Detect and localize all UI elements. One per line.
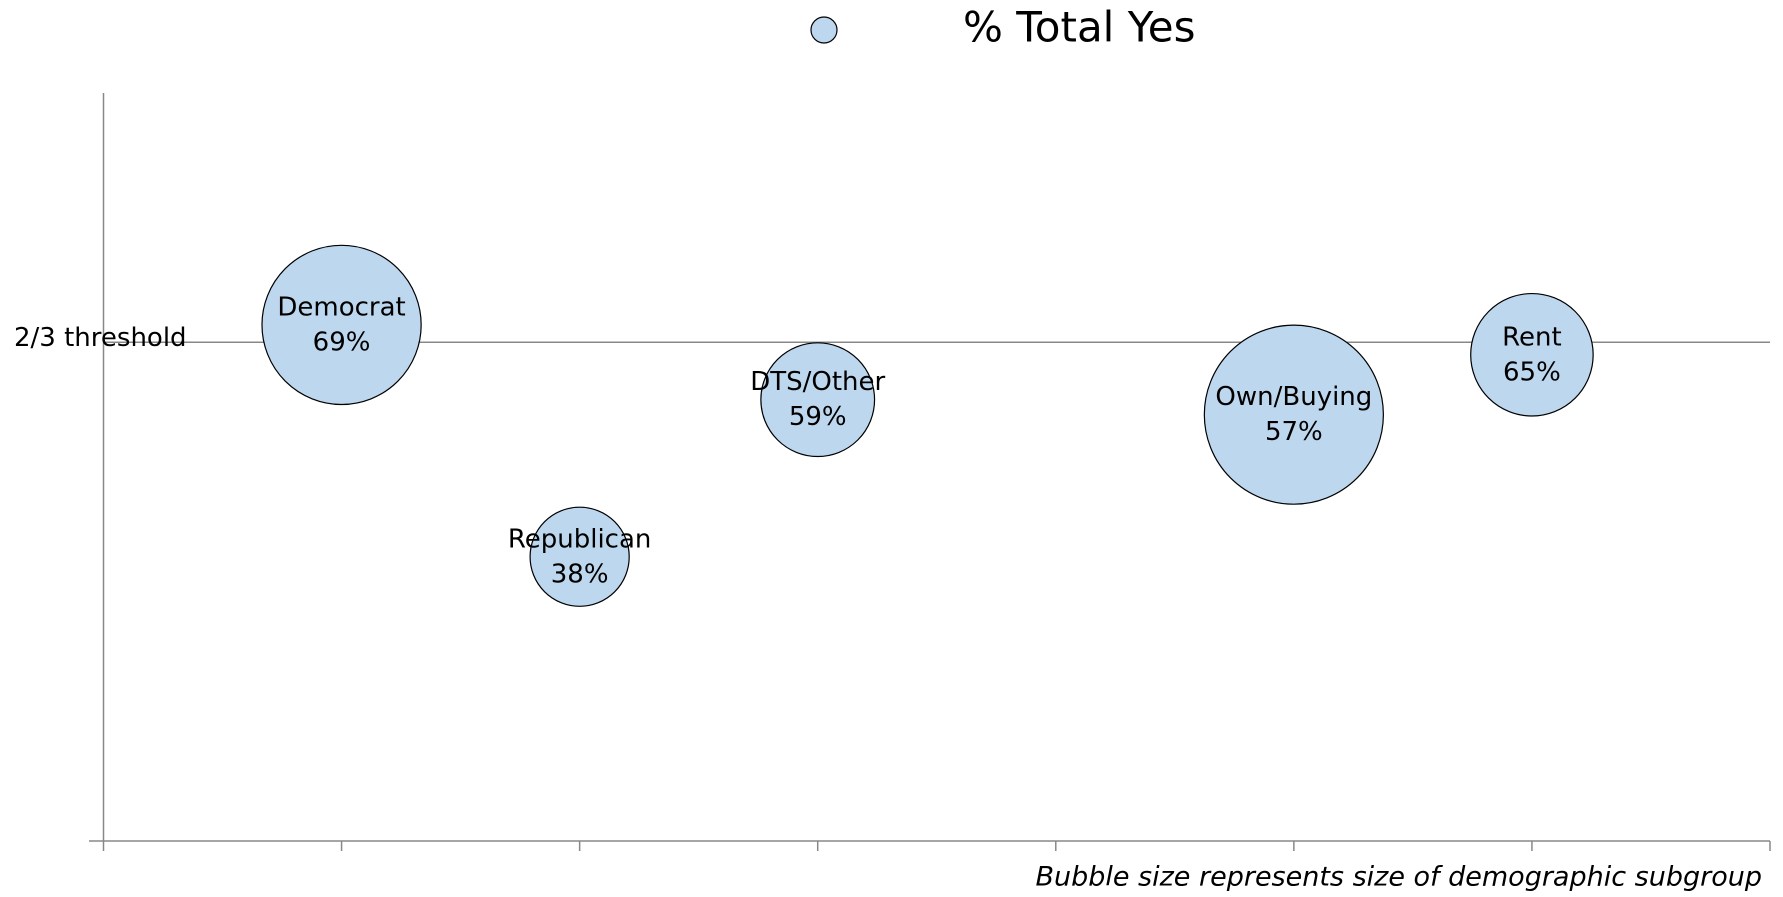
bubble <box>1203 324 1384 505</box>
bubble <box>261 244 422 406</box>
note: Bubble size represents size of demograph… <box>1035 862 1762 893</box>
threshold-label: 2/3 threshold <box>14 323 187 353</box>
legend-label: % Total Yes <box>963 3 1196 52</box>
bubble-name: Own/Buying <box>1215 382 1372 412</box>
data-label: 38% <box>551 559 609 589</box>
data-label: 69% <box>313 327 371 357</box>
bubble <box>1470 292 1594 417</box>
data-label: 57% <box>1265 417 1323 447</box>
data-label: 65% <box>1503 357 1561 387</box>
bubble <box>760 342 876 458</box>
bubble <box>529 506 630 607</box>
bubble-name: Republican <box>508 524 652 554</box>
bubble-name: Democrat <box>277 292 405 322</box>
legend-marker <box>810 16 838 44</box>
bubble-name: DTS/Other <box>750 367 885 397</box>
data-label: 59% <box>789 402 847 432</box>
bubble-name: Rent <box>1502 322 1562 352</box>
